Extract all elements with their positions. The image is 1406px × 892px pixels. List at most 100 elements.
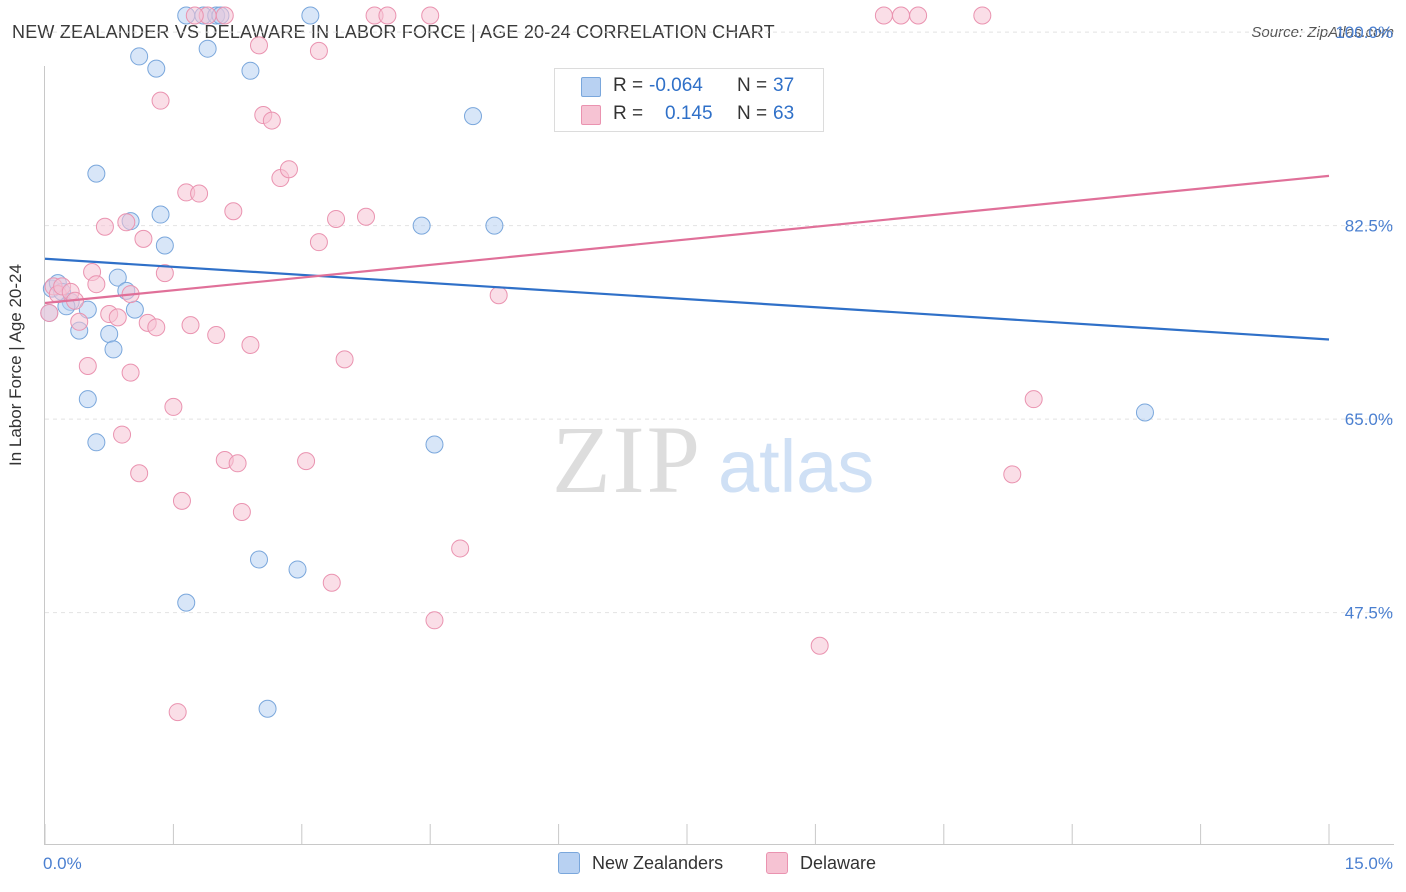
- data-point-blue: [258, 699, 277, 718]
- y-tick-label: 100.0%: [1335, 23, 1393, 42]
- x-tick-label: 15.0%: [1345, 854, 1393, 873]
- data-point-pink: [70, 312, 89, 331]
- data-point-pink: [87, 275, 106, 294]
- legend-item-delaware: Delaware: [766, 852, 876, 874]
- data-point-blue: [151, 205, 170, 224]
- data-point-pink: [874, 6, 893, 25]
- data-point-pink: [1024, 390, 1043, 409]
- data-point-blue: [198, 39, 217, 58]
- data-point-pink: [172, 491, 191, 510]
- data-point-pink: [425, 611, 444, 630]
- legend-n-label: N =: [737, 103, 768, 124]
- data-point-pink: [810, 636, 829, 655]
- data-point-pink: [168, 703, 187, 722]
- data-point-pink: [241, 336, 260, 355]
- data-point-blue: [100, 324, 119, 343]
- data-point-pink: [78, 357, 97, 376]
- data-point-blue: [301, 6, 320, 25]
- data-point-pink: [421, 6, 440, 25]
- tick-labels: 100.0% 82.5% 65.0% 47.5% 0.0% 15.0%: [43, 23, 1393, 873]
- data-point-pink: [357, 207, 375, 226]
- data-point-pink: [224, 202, 243, 221]
- data-point-blue: [87, 164, 106, 183]
- data-point-blue: [177, 593, 196, 612]
- axes: [44, 66, 1394, 845]
- data-point-pink: [181, 316, 200, 335]
- data-point-pink: [108, 308, 127, 327]
- legend-item-new-zealanders: New Zealanders: [558, 852, 723, 874]
- data-point-pink: [228, 454, 247, 473]
- data-point-pink: [322, 573, 341, 592]
- data-point-pink: [151, 91, 170, 110]
- legend-swatch-new-zealanders: [558, 852, 580, 874]
- data-point-pink: [147, 318, 166, 337]
- data-point-blue: [147, 59, 166, 78]
- y-tick-label: 65.0%: [1345, 410, 1393, 429]
- data-point-blue: [1135, 403, 1154, 422]
- data-point-blue: [78, 300, 97, 319]
- data-point-pink: [134, 229, 153, 248]
- data-point-pink: [262, 111, 281, 130]
- legend-n-value-pink: 63: [773, 103, 795, 124]
- data-point-pink: [309, 233, 328, 252]
- chart-title: NEW ZEALANDER VS DELAWARE IN LABOR FORCE…: [12, 22, 775, 42]
- data-point-blue: [87, 433, 106, 452]
- data-point-pink: [215, 6, 234, 25]
- data-point-blue: [250, 550, 268, 569]
- legend-r-value-pink: 0.145: [665, 103, 713, 124]
- data-point-blue: [412, 216, 431, 235]
- legend-r-value-blue: -0.064: [649, 75, 703, 96]
- data-points: [40, 6, 1154, 722]
- watermark-zip: ZIP: [552, 406, 702, 513]
- data-point-blue: [130, 47, 149, 66]
- data-point-blue: [104, 340, 123, 359]
- data-point-pink: [164, 397, 183, 416]
- legend-n-label: N =: [737, 75, 768, 96]
- data-point-pink: [335, 350, 354, 369]
- y-axis-label: In Labor Force | Age 20-24: [6, 264, 25, 466]
- data-point-blue: [125, 300, 144, 319]
- legend-n-value-blue: 37: [773, 75, 795, 96]
- data-point-pink: [207, 326, 226, 345]
- x-tick-label: 0.0%: [43, 854, 82, 873]
- data-point-pink: [451, 539, 470, 558]
- data-point-pink: [117, 213, 136, 232]
- legend-swatch-pink: [581, 105, 601, 125]
- data-point-pink: [121, 363, 140, 382]
- data-point-blue: [485, 216, 504, 235]
- data-point-blue: [241, 61, 260, 80]
- data-point-pink: [185, 6, 204, 25]
- data-point-blue: [108, 268, 127, 287]
- data-point-pink: [909, 6, 928, 25]
- grid-lines: [45, 31, 1393, 614]
- data-point-pink: [309, 41, 328, 60]
- data-point-blue: [288, 560, 307, 579]
- legend-r-label: R =: [613, 75, 644, 96]
- legend-r-label: R =: [613, 103, 644, 124]
- trend-line-blue: [44, 257, 1330, 341]
- data-point-pink: [973, 6, 992, 25]
- watermark-atlas: atlas: [718, 425, 874, 508]
- data-point-blue: [78, 390, 97, 409]
- data-point-pink: [232, 502, 251, 521]
- data-point-pink: [1003, 465, 1022, 484]
- watermark: ZIP atlas: [552, 406, 874, 513]
- data-point-pink: [279, 160, 298, 179]
- data-point-pink: [297, 452, 316, 471]
- data-point-pink: [892, 6, 910, 25]
- data-point-pink: [95, 217, 114, 236]
- data-point-pink: [190, 184, 209, 203]
- data-point-pink: [489, 286, 508, 305]
- data-point-pink: [130, 464, 149, 483]
- data-point-pink: [40, 303, 59, 322]
- data-point-pink: [327, 209, 346, 228]
- data-point-pink: [113, 425, 132, 444]
- y-tick-label: 47.5%: [1345, 604, 1393, 623]
- data-point-blue: [155, 236, 174, 255]
- trend-lines: [44, 174, 1330, 341]
- data-point-pink: [250, 36, 268, 55]
- legend-label-delaware: Delaware: [800, 852, 877, 873]
- stats-legend: R = -0.064 N = 37 R = 0.145 N = 63: [554, 68, 824, 132]
- trend-line-pink: [44, 174, 1330, 305]
- data-point-blue: [464, 107, 482, 126]
